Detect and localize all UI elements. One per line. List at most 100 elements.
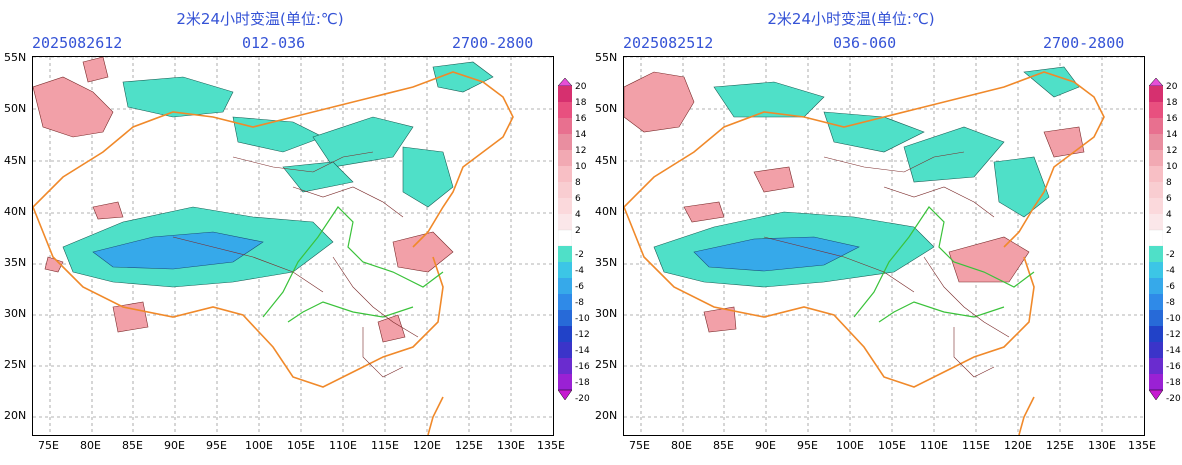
colorbar-tick: 8 (1166, 178, 1172, 188)
province-borders (172, 151, 419, 378)
lon-label: 125E (1046, 439, 1074, 452)
colorbar-tick: 16 (1166, 114, 1178, 124)
lon-label: 75E (629, 439, 650, 452)
colorbar-tick: 2 (1166, 226, 1172, 236)
lon-label: 120E (413, 439, 441, 452)
lon-label: 90E (755, 439, 776, 452)
colorbar-tick: 14 (575, 130, 587, 140)
lat-label: 25N (595, 358, 618, 371)
colorbar-tick: -16 (575, 362, 590, 372)
period-label: 2700-2800 (452, 34, 534, 52)
colorbar-tick: 2 (575, 226, 581, 236)
lon-label: 90E (164, 439, 185, 452)
cold-core (693, 236, 860, 272)
lon-label: 75E (38, 439, 59, 452)
colorbar-tick: 6 (1166, 194, 1172, 204)
lon-label: 85E (713, 439, 734, 452)
lat-label: 55N (4, 51, 27, 64)
colorbar-tick: -6 (1166, 282, 1175, 292)
colorbar-tick: -8 (575, 298, 584, 308)
lon-label: 105E (878, 439, 906, 452)
colorbar-tick: 10 (575, 162, 587, 172)
colorbar-tick: 20 (1166, 82, 1178, 92)
colorbar-tick: -12 (1166, 330, 1181, 340)
lon-label: 135E (1128, 439, 1156, 452)
colorbar-tick: 10 (1166, 162, 1178, 172)
lon-label: 95E (797, 439, 818, 452)
lat-label: 55N (595, 51, 618, 64)
lon-label: 100E (245, 439, 273, 452)
lon-label: 85E (122, 439, 143, 452)
run-time: 2025082512 (623, 34, 714, 52)
colorbar-tick: -20 (575, 394, 590, 404)
colorbar-tick: 8 (575, 178, 581, 188)
colorbar-tick: -14 (1166, 346, 1181, 356)
national-border (33, 71, 514, 435)
lon-label: 105E (287, 439, 315, 452)
colorbar-tick: -8 (1166, 298, 1175, 308)
lat-label: 20N (4, 409, 27, 422)
lon-label: 80E (80, 439, 101, 452)
lat-label: 40N (4, 205, 27, 218)
colorbar-tick: -6 (575, 282, 584, 292)
colorbar-tick: -12 (575, 330, 590, 340)
lon-label: 135E (537, 439, 565, 452)
colorbar-tick: 12 (575, 146, 587, 156)
lon-label: 125E (455, 439, 483, 452)
lat-label: 45N (595, 154, 618, 167)
lon-label: 115E (371, 439, 399, 452)
forecast-range: 036-060 (833, 34, 897, 52)
colorbar-tick: 20 (575, 82, 587, 92)
colorbar-tick: 4 (575, 210, 581, 220)
lat-label: 45N (4, 154, 27, 167)
colorbar-tick: -4 (1166, 266, 1175, 276)
lat-label: 35N (4, 256, 27, 269)
lon-label: 120E (1004, 439, 1032, 452)
lat-label: 30N (595, 307, 618, 320)
colorbar-tick: -10 (1166, 314, 1181, 324)
colorbar (558, 78, 572, 401)
colorbar-tick: 14 (1166, 130, 1178, 140)
colorbar-tick: -16 (1166, 362, 1181, 372)
colorbar-tick: -20 (1166, 394, 1181, 404)
colorbar-tick: -14 (575, 346, 590, 356)
forecast-range: 012-036 (242, 34, 306, 52)
lon-label: 130E (497, 439, 525, 452)
colorbar-tick: 18 (575, 98, 587, 108)
lat-label: 35N (595, 256, 618, 269)
colorbar (1149, 78, 1163, 401)
lat-label: 50N (4, 102, 27, 115)
run-time: 2025082612 (32, 34, 123, 52)
lon-label: 80E (671, 439, 692, 452)
map-area (32, 56, 554, 436)
lon-label: 110E (920, 439, 948, 452)
panel-title: 2米24小时变温(单位:℃) (767, 10, 935, 28)
province-borders (763, 151, 1010, 378)
lon-label: 100E (836, 439, 864, 452)
colorbar-tick: 4 (1166, 210, 1172, 220)
colorbar-tick: 12 (1166, 146, 1178, 156)
lon-label: 115E (962, 439, 990, 452)
lat-label: 40N (595, 205, 618, 218)
colorbar-tick: -10 (575, 314, 590, 324)
warm-areas (624, 71, 1085, 333)
lon-label: 95E (206, 439, 227, 452)
cold-core (92, 231, 264, 270)
colorbar-tick: -2 (1166, 250, 1175, 260)
lat-label: 20N (595, 409, 618, 422)
period-label: 2700-2800 (1043, 34, 1125, 52)
colorbar-tick: -18 (575, 378, 590, 388)
lat-label: 50N (595, 102, 618, 115)
colorbar-tick: 16 (575, 114, 587, 124)
map-area (623, 56, 1145, 436)
lat-label: 25N (4, 358, 27, 371)
warm-areas (33, 57, 454, 343)
panel-title: 2米24小时变温(单位:℃) (176, 10, 344, 28)
colorbar-tick: -4 (575, 266, 584, 276)
colorbar-tick: 18 (1166, 98, 1178, 108)
colorbar-tick: 6 (575, 194, 581, 204)
map-panel-left: 2米24小时变温(单位:℃) 2025082612 012-036 2700-2… (4, 10, 590, 452)
colorbar-tick: -18 (1166, 378, 1181, 388)
lat-label: 30N (4, 307, 27, 320)
national-border (624, 71, 1105, 435)
